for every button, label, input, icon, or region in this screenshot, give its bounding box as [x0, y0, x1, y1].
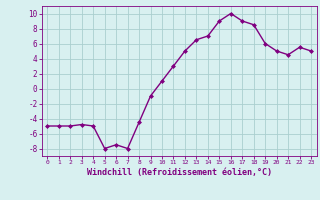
X-axis label: Windchill (Refroidissement éolien,°C): Windchill (Refroidissement éolien,°C) [87, 168, 272, 177]
